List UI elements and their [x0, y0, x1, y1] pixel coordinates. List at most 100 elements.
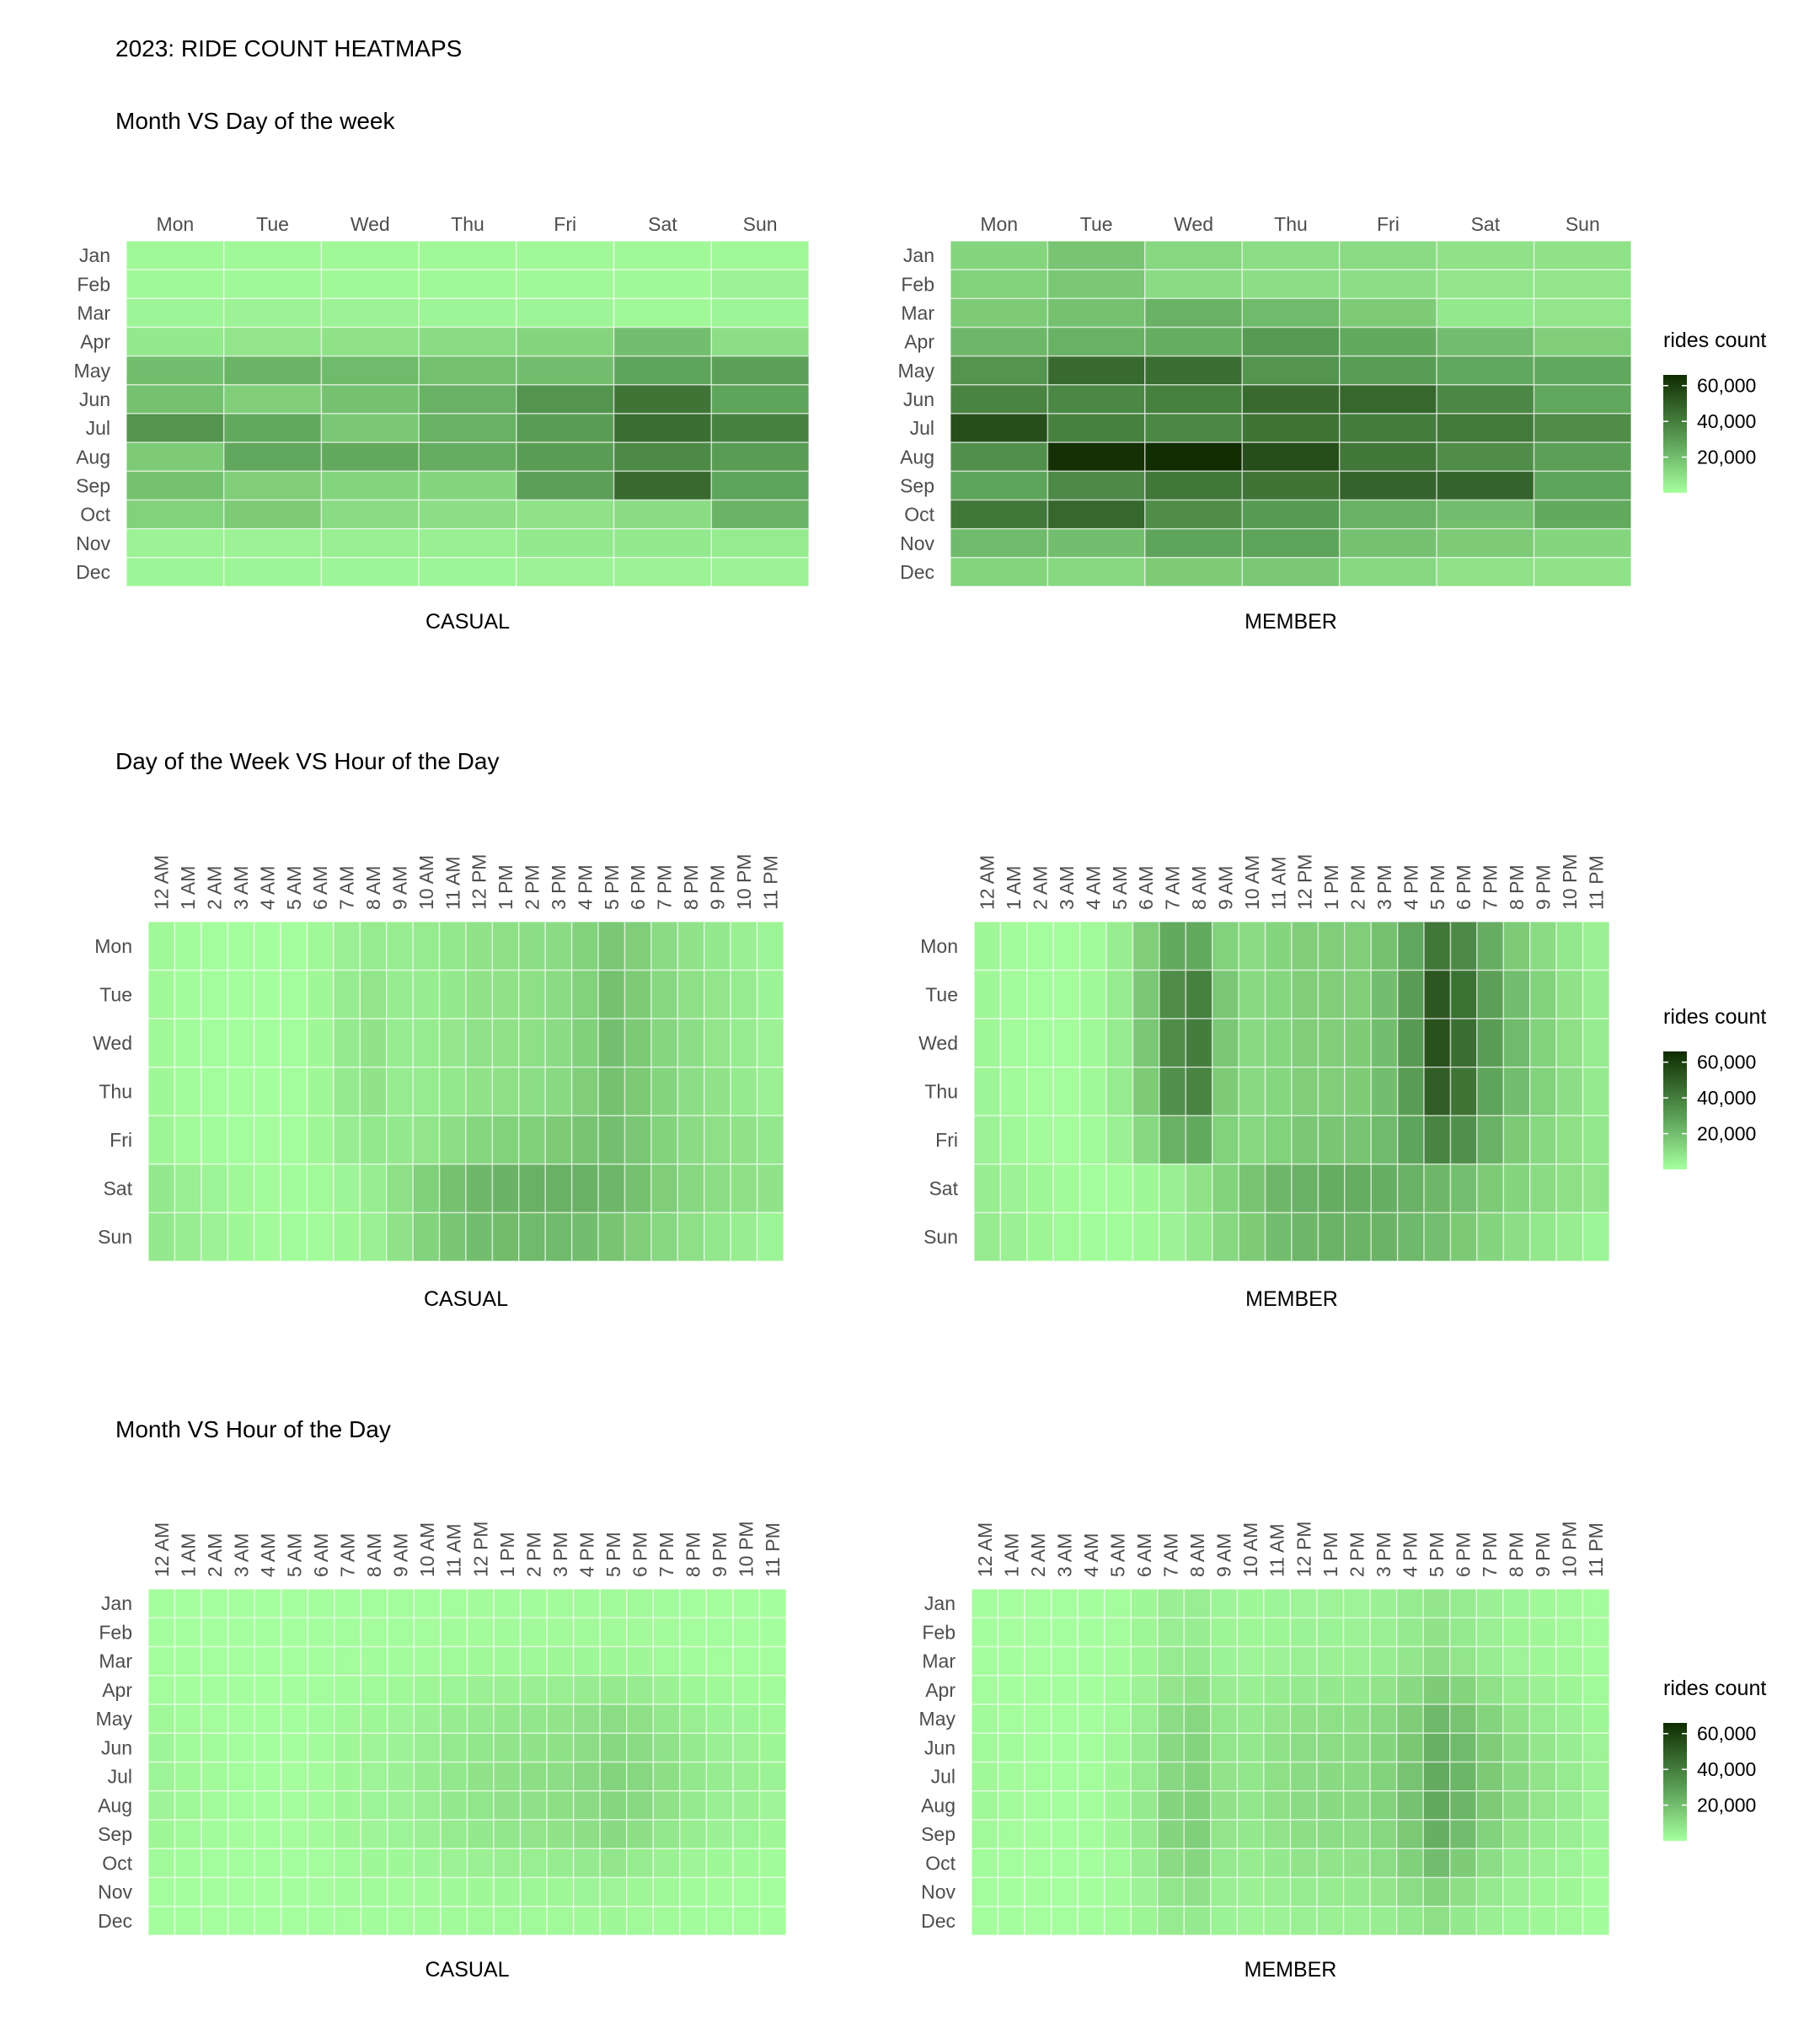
- heatmap-cell: [1132, 969, 1160, 1019]
- heatmap-cell: [201, 1617, 229, 1648]
- heatmap-cell: [1316, 1790, 1345, 1821]
- x-tick-label: 2 AM: [1027, 1533, 1049, 1577]
- heatmap-cell: [1263, 1876, 1292, 1907]
- heatmap-cell: [201, 1761, 229, 1792]
- heatmap-cell: [1316, 1675, 1345, 1705]
- heatmap-cell: [280, 921, 308, 971]
- heatmap-cell: [333, 921, 361, 971]
- x-tick-label: 3 PM: [549, 1532, 571, 1577]
- heatmap-cell: [1105, 1212, 1134, 1262]
- heatmap-cell: [1422, 1617, 1451, 1648]
- heatmap-cell: [1528, 1761, 1557, 1792]
- heatmap-cell: [756, 1115, 784, 1165]
- heatmap-cell: [1369, 1876, 1398, 1907]
- heatmap-cell: [1236, 1732, 1265, 1763]
- heatmap-cell: [466, 1876, 495, 1907]
- heatmap-cell: [1050, 1704, 1079, 1734]
- heatmap-cell: [1144, 499, 1244, 530]
- heatmap-cell: [1370, 1115, 1399, 1165]
- heatmap-cell: [546, 1761, 575, 1792]
- heatmap-cell: [1264, 1115, 1293, 1165]
- heatmap-cell: [1241, 470, 1341, 501]
- heatmap-cell: [1338, 470, 1437, 501]
- heatmap-cell: [227, 1790, 255, 1821]
- heatmap-cell: [1289, 1645, 1318, 1677]
- heatmap-cell: [1395, 1906, 1424, 1936]
- heatmap-cell: [227, 1018, 255, 1068]
- y-tick-label: Feb: [922, 1621, 956, 1643]
- heatmap-cell: [1502, 1018, 1531, 1068]
- y-tick-label: Dec: [921, 1910, 956, 1932]
- heatmap-cell: [1212, 1115, 1239, 1165]
- heatmap-cell: [1132, 1212, 1160, 1262]
- heatmap-cell: [320, 326, 420, 357]
- heatmap-cell: [280, 1906, 309, 1936]
- heatmap-cell: [950, 527, 1049, 559]
- heatmap-cell: [1185, 1212, 1213, 1262]
- heatmap-cell: [1183, 1704, 1212, 1734]
- heatmap-cell: [1238, 1066, 1266, 1117]
- x-tick-label: 8 PM: [1506, 864, 1528, 910]
- heatmap-cell: [438, 921, 467, 971]
- heatmap-cell: [222, 240, 323, 270]
- heatmap-cell: [1436, 441, 1535, 473]
- x-tick-label: 8 AM: [362, 866, 384, 910]
- heatmap-cell: [679, 1645, 708, 1677]
- legend-tick-label: 60,000: [1697, 1051, 1756, 1073]
- heatmap-cell: [1344, 1018, 1373, 1068]
- heatmap-cell: [544, 921, 573, 971]
- heatmap-cell: [1263, 1761, 1292, 1792]
- heatmap-cell: [1370, 1163, 1399, 1214]
- heatmap-cell: [1533, 384, 1632, 415]
- x-tick-label: 10 AM: [1241, 855, 1263, 910]
- heatmap-cell: [997, 1906, 1025, 1936]
- heatmap-cell: [1050, 1848, 1079, 1879]
- y-tick-label: Mar: [901, 302, 934, 324]
- heatmap-cell: [1395, 1876, 1424, 1907]
- heatmap-cell: [360, 1790, 388, 1821]
- heatmap-cell: [1449, 1848, 1478, 1879]
- heatmap-cell: [626, 1906, 655, 1936]
- heatmap-cell: [222, 384, 323, 415]
- legend-title: rides count: [1663, 1677, 1766, 1700]
- heatmap-cell: [1289, 1906, 1318, 1936]
- x-tick-label: 7 AM: [337, 1533, 359, 1577]
- heatmap-cell: [1103, 1675, 1132, 1705]
- heatmap-cell: [359, 969, 388, 1019]
- heatmap-cell: [306, 969, 335, 1019]
- heatmap-cell: [1026, 969, 1055, 1019]
- heatmap-cell: [387, 1819, 415, 1849]
- heatmap-cell: [1103, 1732, 1132, 1763]
- heatmap-cell: [1210, 1848, 1239, 1879]
- heatmap-cell: [360, 1819, 388, 1849]
- heatmap-cell: [1185, 1066, 1213, 1117]
- heatmap-cell: [333, 1018, 361, 1068]
- heatmap-cell: [280, 1645, 309, 1677]
- heatmap-cell: [1289, 1819, 1318, 1849]
- heatmap-cell: [465, 1018, 494, 1068]
- y-tick-label: Nov: [921, 1881, 956, 1903]
- y-tick-label: Mar: [77, 302, 110, 324]
- heatmap-cell: [1555, 1732, 1584, 1763]
- heatmap-cell: [493, 1617, 522, 1648]
- heatmap-cell: [1449, 1876, 1478, 1907]
- heatmap-cell: [222, 269, 323, 300]
- heatmap-cell: [626, 1645, 655, 1677]
- heatmap-cell: [1582, 1848, 1610, 1879]
- heatmap-cell: [570, 1163, 599, 1214]
- heatmap-cell: [1529, 1018, 1557, 1068]
- heatmap-cell: [1212, 1212, 1239, 1262]
- heatmap-cell: [1046, 413, 1146, 443]
- x-tick-label: 9 AM: [388, 866, 410, 910]
- heatmap-cell: [704, 1163, 731, 1214]
- heatmap-cell: [1263, 1819, 1292, 1849]
- heatmap-cell: [1210, 1732, 1239, 1763]
- x-tick-label: 1 PM: [495, 864, 517, 910]
- x-tick-label: 11 PM: [1585, 855, 1607, 910]
- heatmap-cell: [227, 1675, 255, 1705]
- heatmap-cell: [1528, 1906, 1557, 1936]
- x-tick-label: 6 PM: [1453, 1532, 1475, 1577]
- heatmap-cell: [1236, 1848, 1265, 1879]
- heatmap-cell: [1210, 1704, 1239, 1734]
- y-tick-label: Mon: [920, 935, 958, 957]
